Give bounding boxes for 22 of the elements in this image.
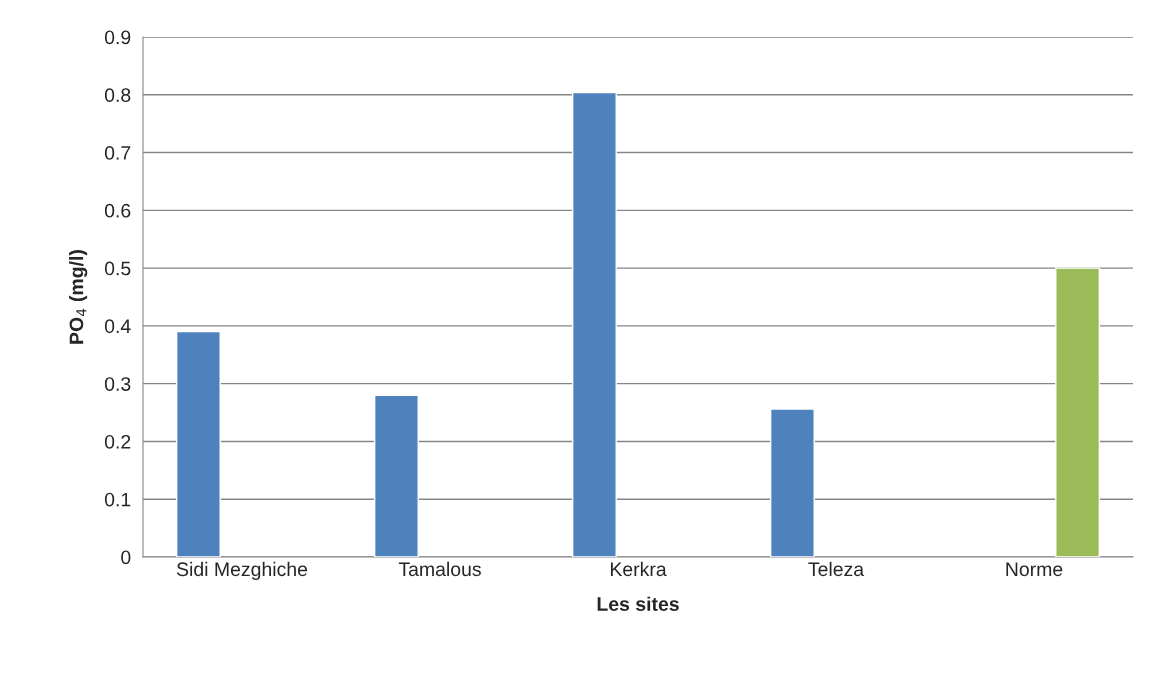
y-axis-title: PO$_{4}$ (mg/l) <box>69 250 88 344</box>
x-tick-label: Tamalous <box>398 561 481 577</box>
y-tick-label: 0.9 <box>104 30 131 45</box>
y-tick-label: 0.7 <box>104 146 131 160</box>
y-tick-label: 0.8 <box>104 88 131 103</box>
bar <box>571 91 617 557</box>
x-tick-label: Norme <box>1006 562 1063 577</box>
y-tick-label: 0.2 <box>104 434 131 449</box>
x-axis-title: Les sites <box>597 596 679 611</box>
y-tick-label: 0.6 <box>104 203 131 218</box>
x-tick-label: Sidi Mezghiche <box>176 561 308 580</box>
y-tick-label: 0.3 <box>104 377 131 391</box>
bar <box>373 394 419 557</box>
bar <box>769 408 815 557</box>
bar <box>175 330 221 557</box>
y-tick-label: 0.5 <box>104 261 131 276</box>
y-tick-label: 0 <box>121 550 131 565</box>
y-tick-label: 0.1 <box>104 492 131 507</box>
y-tick-label: 0.4 <box>104 319 131 334</box>
x-tick-label: Kerkra <box>610 561 667 577</box>
x-tick-label: Teleza <box>808 561 865 577</box>
bar <box>1055 267 1101 557</box>
